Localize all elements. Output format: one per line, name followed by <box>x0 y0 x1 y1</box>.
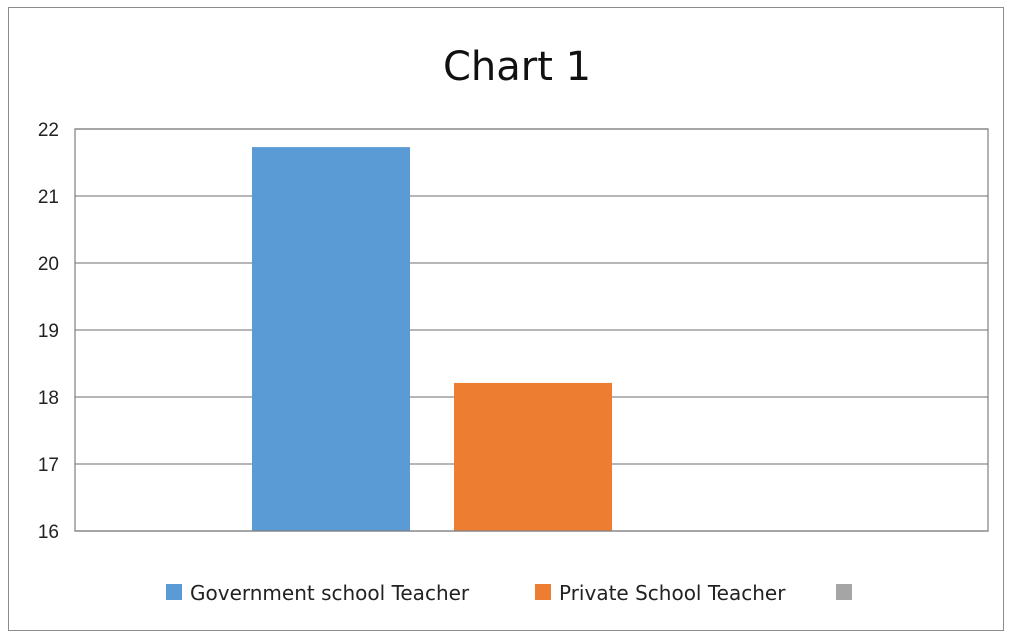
bar-series-1 <box>252 147 410 531</box>
plot-area-border <box>74 128 989 532</box>
y-tick-label: 17 <box>38 455 59 476</box>
y-tick-label: 20 <box>38 254 59 275</box>
y-tick-label: 16 <box>38 522 59 543</box>
y-tick-label: 22 <box>38 120 59 141</box>
legend-swatch-3 <box>836 584 852 600</box>
chart-title: Chart 1 <box>443 44 591 90</box>
legend-label-1: Government school Teacher <box>190 581 470 605</box>
y-tick-label: 21 <box>38 187 59 208</box>
legend-swatch-1 <box>166 584 182 600</box>
y-tick-label: 18 <box>38 388 59 409</box>
y-axis-tick-labels: 16 17 18 19 20 21 22 <box>38 120 59 543</box>
bars <box>252 147 612 531</box>
y-tick-label: 19 <box>38 321 59 342</box>
bar-series-2 <box>454 382 612 531</box>
legend-swatch-2 <box>535 584 551 600</box>
legend-label-2: Private School Teacher <box>559 581 786 605</box>
legend: Government school Teacher Private School … <box>166 581 852 605</box>
